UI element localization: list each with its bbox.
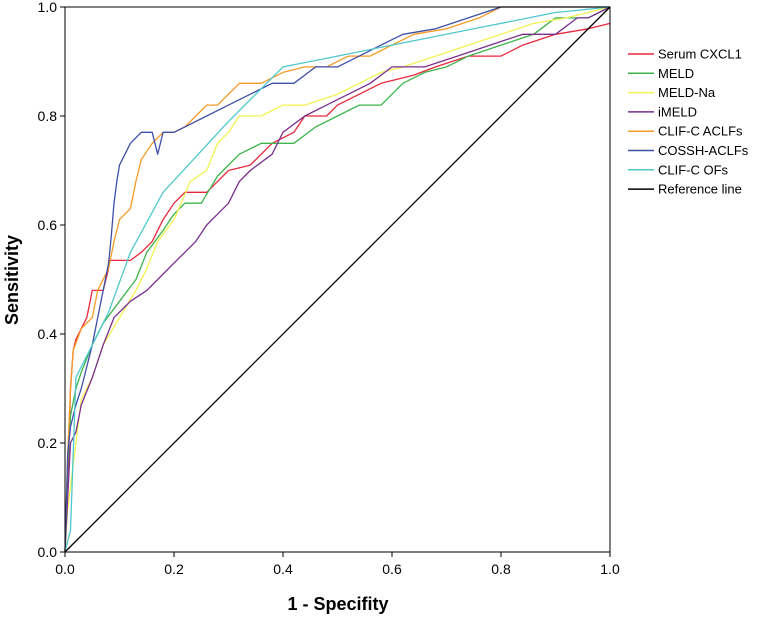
y-tick-label: 0.2: [38, 435, 58, 451]
legend-label-clif-c-aclfs: CLIF-C ACLFs: [658, 124, 743, 139]
series-line-cossh-aclfs: [64, 6, 610, 553]
x-tick-label: 0.8: [491, 561, 511, 577]
series-line-reference-line: [64, 6, 611, 553]
legend-label-serum-cxcl1: Serum CXCL1: [658, 47, 742, 62]
y-tick-label: 1.0: [38, 0, 58, 15]
plot-frame: [64, 6, 611, 553]
x-tick-label: 0.4: [273, 561, 293, 577]
series-line-serum-cxcl1: [64, 22, 611, 553]
y-tick-label: 0.8: [38, 108, 58, 124]
x-tick-label: 0.0: [55, 561, 75, 577]
y-tick-label: 0.6: [38, 217, 58, 233]
legend-label-reference-line: Reference line: [658, 182, 742, 197]
y-axis-ticks: 0.0 0.2 0.4 0.6 0.8 1.0: [38, 0, 65, 560]
legend-label-cossh-aclfs: COSSH-ACLFs: [658, 143, 749, 158]
x-tick-label: 0.2: [164, 561, 184, 577]
legend-label-imeld: iMELD: [658, 104, 697, 119]
legend: Serum CXCL1 MELD MELD-Na iMELD CLIF-C ACLFs C…: [628, 47, 749, 197]
legend-label-clif-c-ofs: CLIF-C OFs: [658, 162, 729, 177]
y-tick-label: 0.0: [38, 544, 58, 560]
y-axis-label: Sensitivity: [2, 235, 22, 325]
legend-label-meld-na: MELD-Na: [658, 85, 716, 100]
x-axis-label: 1 - Specifity: [287, 594, 388, 614]
x-axis-ticks: 0.0 0.2 0.4 0.6 0.8 1.0: [55, 552, 620, 577]
x-tick-label: 1.0: [600, 561, 620, 577]
legend-label-meld: MELD: [658, 66, 694, 81]
y-tick-label: 0.4: [38, 326, 58, 342]
series-line-clif-c-aclfs: [64, 6, 610, 553]
series-layer: [64, 6, 611, 553]
x-tick-label: 0.6: [382, 561, 402, 577]
series-line-clif-c-ofs: [64, 6, 611, 553]
series-line-imeld: [64, 6, 611, 553]
